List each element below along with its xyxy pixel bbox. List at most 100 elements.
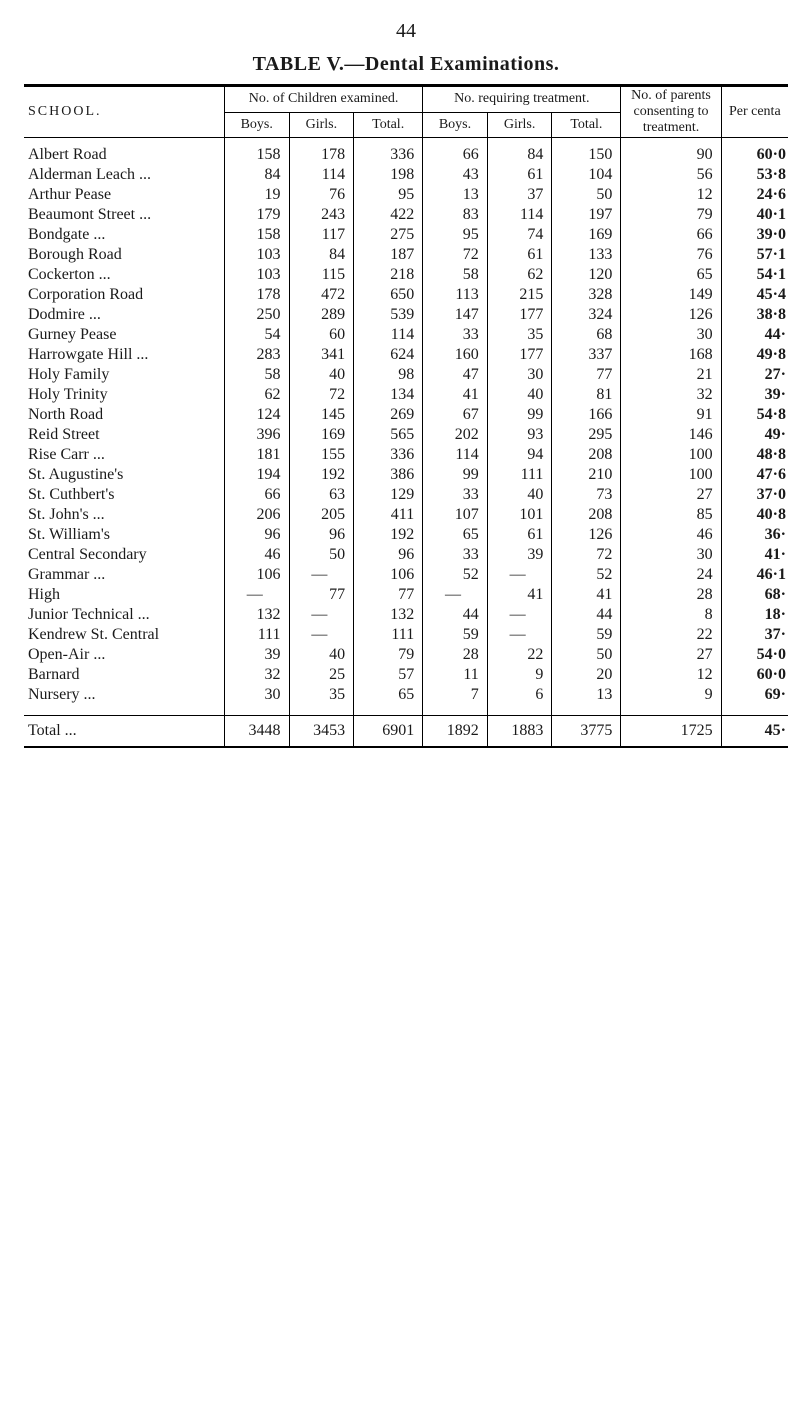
table-row: Borough Road1038418772611337657·1 <box>24 245 788 265</box>
cell-girls-requiring: 22 <box>487 645 552 665</box>
cell-boys-examined: 396 <box>224 425 289 445</box>
cell-school: Borough Road <box>24 245 224 265</box>
cell-girls-examined: 63 <box>289 485 354 505</box>
cell-boys-requiring: 72 <box>423 245 488 265</box>
cell-percent: 39·0 <box>721 225 788 245</box>
cell-total-requiring: 120 <box>552 265 621 285</box>
cell-total-examined: 650 <box>354 285 423 305</box>
table-row: Open-Air ...3940792822502754·0 <box>24 645 788 665</box>
cell-total-requiring: 133 <box>552 245 621 265</box>
cell-girls-examined: 72 <box>289 385 354 405</box>
cell-percent: 24·6 <box>721 185 788 205</box>
table-row: North Road12414526967991669154·8 <box>24 405 788 425</box>
cell-parents: 27 <box>621 485 721 505</box>
cell-girls-requiring: 41 <box>487 585 552 605</box>
cell-percent: 60·0 <box>721 665 788 685</box>
page: 44 TABLE V.—Dental Examinations. SCHOOL.… <box>0 0 800 788</box>
cell-total-examined: 132 <box>354 605 423 625</box>
cell-percent: 40·1 <box>721 205 788 225</box>
cell-boys-requiring: 33 <box>423 545 488 565</box>
hdr-total-1: Total. <box>354 112 423 138</box>
table-header: SCHOOL. No. of Children examined. No. re… <box>24 87 788 138</box>
cell-school: Grammar ... <box>24 565 224 585</box>
cell-school: High <box>24 585 224 605</box>
cell-boys-examined: 66 <box>224 485 289 505</box>
table-row: High—7777—41412868· <box>24 585 788 605</box>
table-row: Holy Trinity62721344140813239· <box>24 385 788 405</box>
cell-boys-examined: 19 <box>224 185 289 205</box>
cell-percent: 69· <box>721 685 788 705</box>
cell-percent: 41· <box>721 545 788 565</box>
cell-girls-examined: 243 <box>289 205 354 225</box>
cell-girls-examined: 205 <box>289 505 354 525</box>
cell-school: Albert Road <box>24 138 224 166</box>
hdr-girls-2: Girls. <box>487 112 552 138</box>
cell-total-examined: 57 <box>354 665 423 685</box>
cell-percent: 49·8 <box>721 345 788 365</box>
cell-girls-requiring: 61 <box>487 165 552 185</box>
cell-percent: 38·8 <box>721 305 788 325</box>
cell-girls-requiring: 40 <box>487 485 552 505</box>
cell-girls-requiring: 94 <box>487 445 552 465</box>
cell-total-requiring: 20 <box>552 665 621 685</box>
cell-boys-examined: 194 <box>224 465 289 485</box>
hdr-school: SCHOOL. <box>24 87 224 138</box>
cell-total-requiring: 169 <box>552 225 621 245</box>
cell-total-examined: 111 <box>354 625 423 645</box>
table-row: Corporation Road17847265011321532814945·… <box>24 285 788 305</box>
cell-girls-examined: 341 <box>289 345 354 365</box>
cell-total-examined: 192 <box>354 525 423 545</box>
cell-girls-requiring: 111 <box>487 465 552 485</box>
cell-girls-examined: 84 <box>289 245 354 265</box>
cell-total-requiring: 73 <box>552 485 621 505</box>
table-row: St. Cuthbert's66631293340732737·0 <box>24 485 788 505</box>
table-row: Cockerton ...10311521858621206554·1 <box>24 265 788 285</box>
cell-total-examined: 269 <box>354 405 423 425</box>
cell-school: Alderman Leach ... <box>24 165 224 185</box>
cell-boys-requiring: 58 <box>423 265 488 285</box>
cell-girls-requiring: 177 <box>487 345 552 365</box>
cell-school: Arthur Pease <box>24 185 224 205</box>
cell-girls-requiring: 101 <box>487 505 552 525</box>
cell-parents: 8 <box>621 605 721 625</box>
cell-boys-requiring: 33 <box>423 325 488 345</box>
cell-boys-examined: 106 <box>224 565 289 585</box>
table-row: Kendrew St. Central111—11159—592237· <box>24 625 788 645</box>
cell-boys-requiring: 41 <box>423 385 488 405</box>
cell-girls-examined: 169 <box>289 425 354 445</box>
cell-school: North Road <box>24 405 224 425</box>
cell-girls-examined: 35 <box>289 685 354 705</box>
cell-parents: 76 <box>621 245 721 265</box>
hdr-examined: No. of Children examined. <box>224 87 422 112</box>
cell-total-requiring: 52 <box>552 565 621 585</box>
cell-percent: 57·1 <box>721 245 788 265</box>
cell-percent: 27· <box>721 365 788 385</box>
cell-total-examined: 218 <box>354 265 423 285</box>
cell-total-requiring: 68 <box>552 325 621 345</box>
table-row: Albert Road15817833666841509060·0 <box>24 138 788 166</box>
table-row: St. Augustine's1941923869911121010047·6 <box>24 465 788 485</box>
cell-girls-requiring: 62 <box>487 265 552 285</box>
cell-total-examined: 114 <box>354 325 423 345</box>
cell-parents: 126 <box>621 305 721 325</box>
cell-parents: 24 <box>621 565 721 585</box>
cell-total-requiring: 208 <box>552 445 621 465</box>
cell-school: Corporation Road <box>24 285 224 305</box>
cell-girls-examined: 96 <box>289 525 354 545</box>
cell-school: Kendrew St. Central <box>24 625 224 645</box>
cell-girls-examined: 76 <box>289 185 354 205</box>
table-row: Beaumont Street ...179243422831141977940… <box>24 205 788 225</box>
cell-boys-examined: 39 <box>224 645 289 665</box>
cell-total-requiring: 150 <box>552 138 621 166</box>
table-row: Dodmire ...25028953914717732412638·8 <box>24 305 788 325</box>
hdr-total-2: Total. <box>552 112 621 138</box>
dental-exam-table: SCHOOL. No. of Children examined. No. re… <box>24 87 788 748</box>
cell-school: St. William's <box>24 525 224 545</box>
cell-school: St. Augustine's <box>24 465 224 485</box>
cell-total-requiring: 81 <box>552 385 621 405</box>
cell-boys-examined: 178 <box>224 285 289 305</box>
cell-boys-requiring: 160 <box>423 345 488 365</box>
table-row: Holy Family5840984730772127· <box>24 365 788 385</box>
cell-percent: 18· <box>721 605 788 625</box>
cell-total-b2: 1892 <box>423 716 488 748</box>
